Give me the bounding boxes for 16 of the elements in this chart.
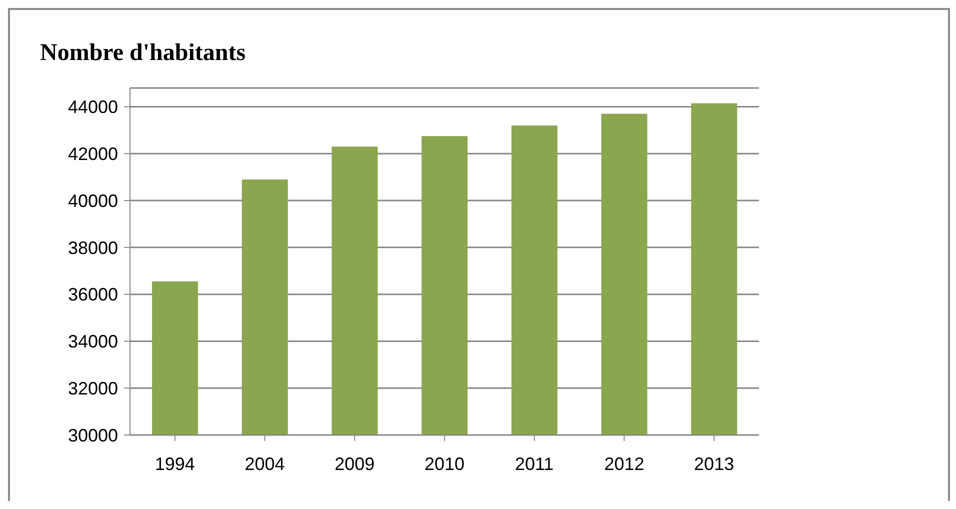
chart-title: Nombre d'habitants <box>40 40 246 67</box>
x-tick-label: 2004 <box>244 454 285 474</box>
y-tick-label: 38000 <box>68 238 118 258</box>
y-tick-label: 42000 <box>68 144 118 164</box>
x-tick-label: 2011 <box>515 454 554 474</box>
y-tick-label: 34000 <box>68 332 118 352</box>
x-tick-label: 2009 <box>334 454 375 474</box>
y-tick-label: 36000 <box>68 284 118 305</box>
x-tick-label: 2013 <box>694 454 734 474</box>
x-tick-label: 2010 <box>424 454 465 474</box>
y-tick-label: 40000 <box>68 190 118 211</box>
y-tick-label: 32000 <box>68 378 118 398</box>
y-tick-label: 44000 <box>68 97 118 118</box>
x-tick-label: 2012 <box>604 454 644 474</box>
x-tick-label: 1994 <box>154 454 195 474</box>
y-tick-label: 30000 <box>68 425 118 446</box>
